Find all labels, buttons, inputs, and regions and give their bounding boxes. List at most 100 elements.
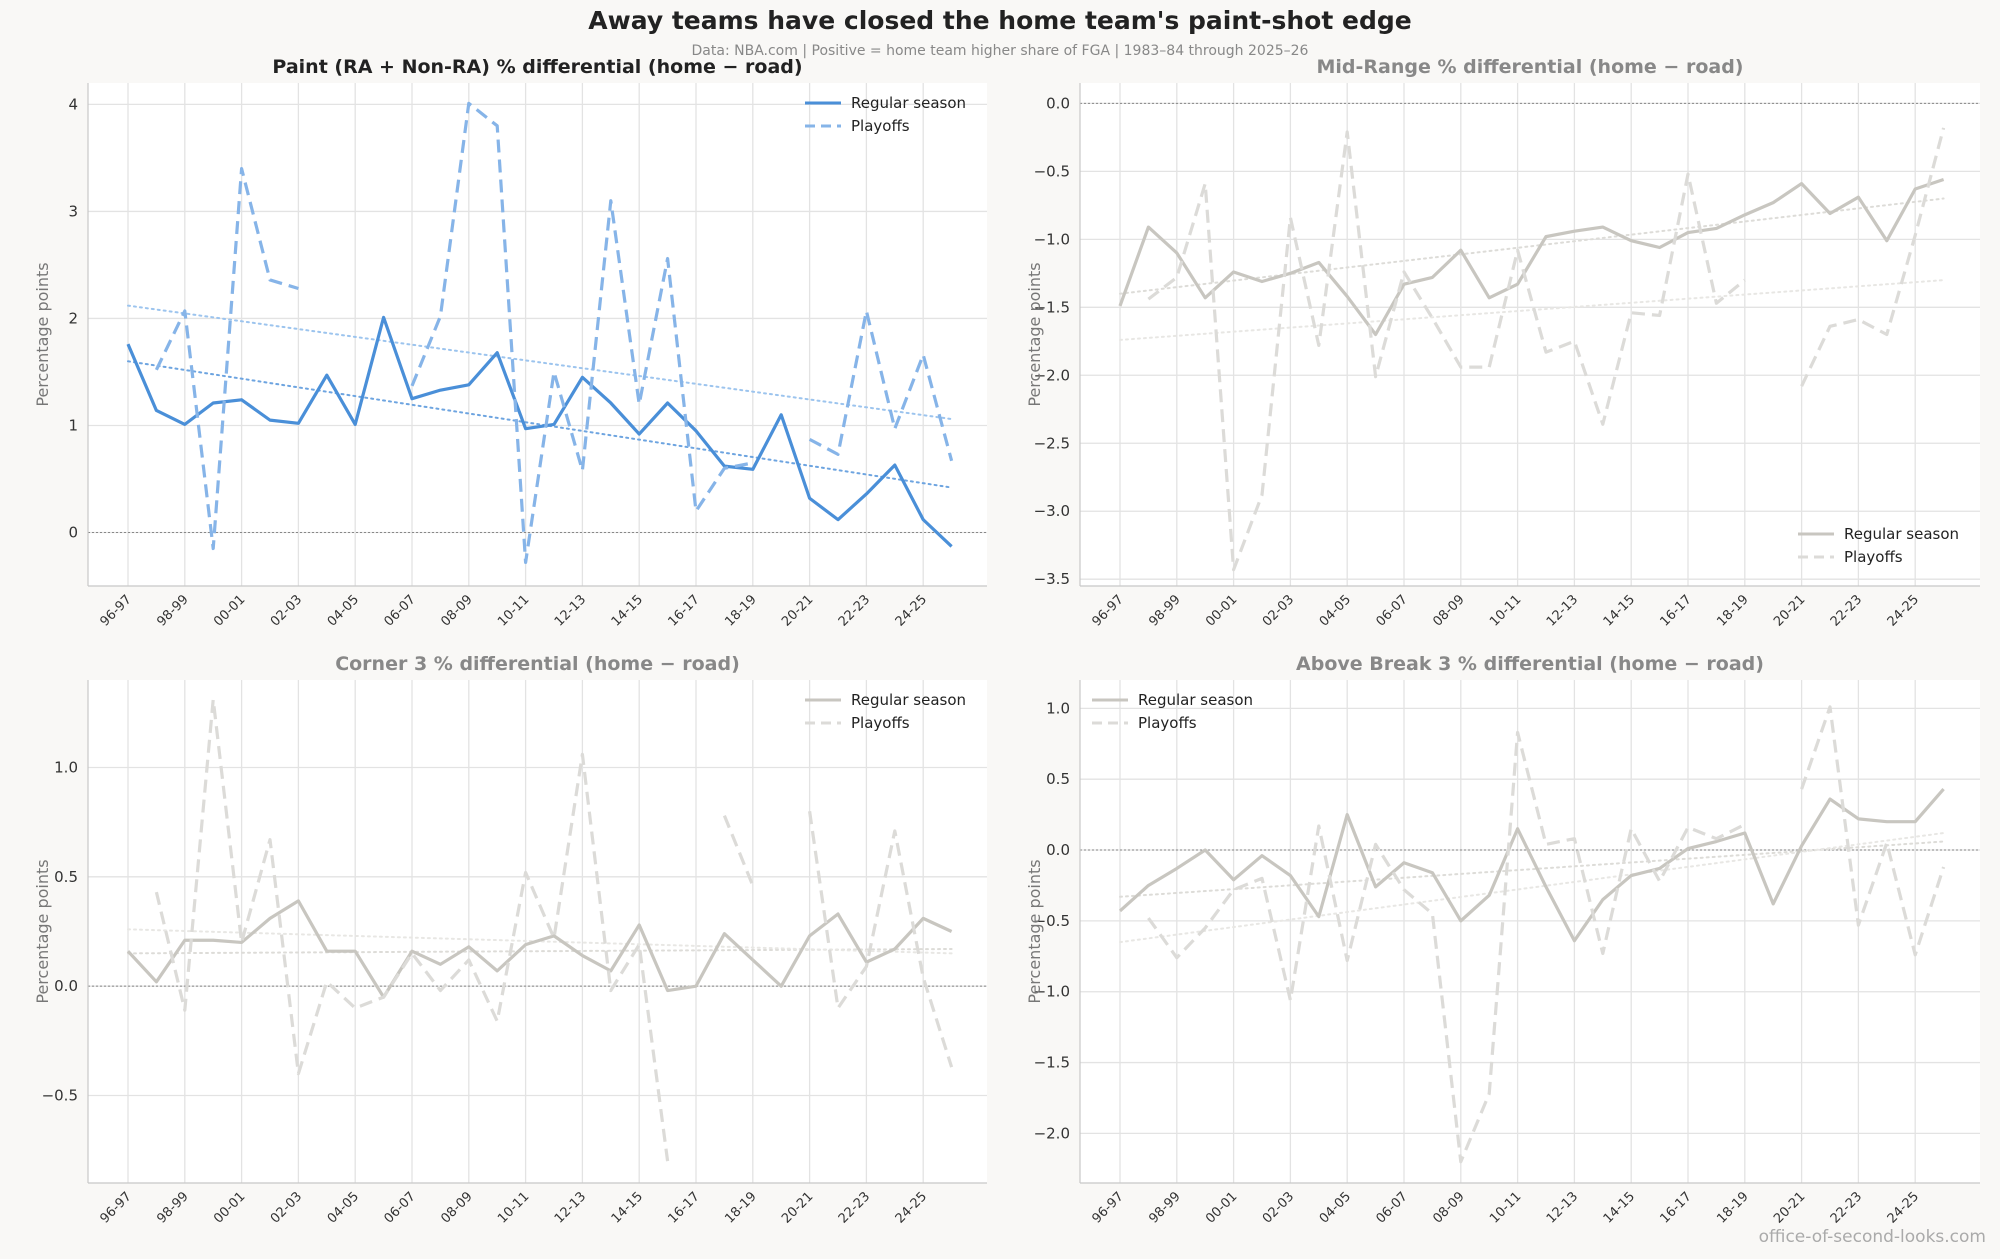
x-tick-label: 16-17 [666, 1189, 703, 1226]
legend-label: Playoffs [851, 117, 910, 135]
x-tick-label: 16-17 [1658, 592, 1695, 629]
legend-label: Regular season [1844, 525, 1959, 543]
x-tick-label: 14-15 [1601, 592, 1638, 629]
x-tick-label: 20-21 [1771, 1189, 1808, 1226]
playoffs-line [1147, 130, 1746, 572]
legend: Regular season Playoffs [805, 94, 966, 135]
x-tick-label: 00-01 [211, 592, 248, 629]
x-tick-label: 98-99 [154, 1189, 191, 1226]
x-tick-label: 16-17 [1658, 1189, 1695, 1226]
x-tick-label: 04-05 [1317, 592, 1354, 629]
x-tick-label: 06-07 [1374, 592, 1411, 629]
y-axis-label: Percentage points [1025, 859, 1044, 1003]
y-axis-label: Percentage points [1025, 262, 1044, 406]
y-tick-label: 0.5 [54, 868, 78, 886]
trend-line [1119, 832, 1945, 944]
y-tick-label: −2.0 [1034, 366, 1070, 384]
plot-area [1080, 680, 1980, 1183]
x-tick-label: 98-99 [1146, 1189, 1183, 1226]
regular-season-line [1118, 788, 1945, 943]
x-tick-label: 18-19 [1714, 1189, 1751, 1226]
x-tick-label: 96-97 [1090, 592, 1127, 629]
y-tick-label: −0.5 [1034, 162, 1070, 180]
y-axis-label: Percentage points [33, 262, 52, 406]
playoffs-line [410, 101, 754, 565]
x-tick-label: 24-25 [893, 1189, 930, 1226]
x-tick-label: 08-09 [1430, 592, 1467, 629]
y-tick-label: −1.0 [1034, 983, 1070, 1001]
panel-title: Paint (RA + Non-RA) % differential (home… [272, 56, 802, 78]
y-tick-label: −0.5 [1034, 912, 1070, 930]
playoffs-line [1800, 705, 1946, 957]
y-tick-label: 1.0 [54, 758, 78, 776]
trend-line [127, 304, 953, 421]
playoffs-line [1147, 730, 1746, 1164]
panel-title: Corner 3 % differential (home − road) [335, 653, 740, 675]
x-tick-label: 96-97 [98, 592, 135, 629]
x-tick-label: 10-11 [1487, 592, 1524, 629]
playoffs-line [722, 814, 755, 887]
x-tick-label: 00-01 [1203, 1189, 1240, 1226]
playoffs-line [808, 309, 954, 462]
x-tick-label: 06-07 [382, 592, 419, 629]
x-tick-label: 18-19 [722, 1189, 759, 1226]
regular-season-line [1118, 178, 1945, 337]
x-tick-label: 08-09 [438, 1189, 475, 1226]
x-tick-label: 20-21 [1771, 592, 1808, 629]
chart-panel-1: 96-97 98-99 00-01 02-03 04-05 06-07 08-09 10-11… [33, 56, 987, 630]
x-tick-label: 24-25 [1885, 1189, 1922, 1226]
y-tick-label: 1.0 [1046, 699, 1070, 717]
y-tick-label: −3.5 [1034, 570, 1070, 588]
y-tick-label: −2.0 [1034, 1124, 1070, 1142]
chart-panel-4: 96-97 98-99 00-01 02-03 04-05 06-07 08-09 10-11… [1025, 653, 1980, 1227]
x-tick-label: 04-05 [325, 1189, 362, 1226]
trend-line [1119, 279, 1945, 341]
playoffs-line [808, 810, 954, 1068]
legend-label: Regular season [1138, 691, 1253, 709]
legend-label: Regular season [851, 94, 966, 112]
x-tick-label: 18-19 [1714, 592, 1751, 629]
x-tick-label: 10-11 [1487, 1189, 1524, 1226]
x-tick-label: 96-97 [98, 1189, 135, 1226]
credit-text: office-of-second-looks.com [1758, 1227, 1986, 1247]
x-tick-label: 98-99 [1146, 592, 1183, 629]
x-tick-label: 10-11 [495, 592, 532, 629]
y-tick-label: 3 [68, 202, 78, 220]
y-tick-label: −1.5 [1034, 298, 1070, 316]
x-tick-label: 18-19 [722, 592, 759, 629]
y-tick-label: 4 [68, 95, 78, 113]
y-tick-label: 0 [68, 523, 78, 541]
y-tick-label: 1 [68, 416, 78, 434]
x-tick-label: 24-25 [1885, 592, 1922, 629]
panel-title: Mid-Range % differential (home − road) [1317, 56, 1744, 78]
x-tick-label: 06-07 [382, 1189, 419, 1226]
x-tick-label: 22-23 [1828, 1189, 1865, 1226]
x-tick-label: 00-01 [1203, 592, 1240, 629]
y-tick-label: −1.0 [1034, 230, 1070, 248]
plot-area [1080, 83, 1980, 586]
x-tick-label: 06-07 [1374, 1189, 1411, 1226]
legend: Regular season Playoffs [1092, 691, 1253, 732]
chart-panel-3: 96-97 98-99 00-01 02-03 04-05 06-07 08-09 10-11… [33, 653, 987, 1227]
playoffs-line [154, 167, 299, 551]
legend-label: Playoffs [1844, 548, 1903, 566]
x-tick-label: 12-13 [1544, 592, 1581, 629]
x-tick-label: 02-03 [1260, 1189, 1297, 1226]
y-tick-label: 0.0 [1046, 94, 1070, 112]
regular-season-line [126, 315, 953, 548]
x-tick-label: 12-13 [552, 592, 589, 629]
x-tick-label: 14-15 [1601, 1189, 1638, 1226]
x-tick-label: 98-99 [154, 592, 191, 629]
x-tick-label: 20-21 [779, 1189, 816, 1226]
x-tick-label: 00-01 [211, 1189, 248, 1226]
trend-line [1119, 197, 1945, 295]
x-tick-label: 22-23 [836, 592, 873, 629]
legend-label: Playoffs [1138, 714, 1197, 732]
x-tick-label: 04-05 [325, 592, 362, 629]
x-tick-label: 02-03 [268, 592, 305, 629]
x-tick-label: 08-09 [1430, 1189, 1467, 1226]
legend-label: Playoffs [851, 714, 910, 732]
x-tick-label: 12-13 [552, 1189, 589, 1226]
y-tick-label: 0.0 [1046, 841, 1070, 859]
y-tick-label: 0.5 [1046, 770, 1070, 788]
